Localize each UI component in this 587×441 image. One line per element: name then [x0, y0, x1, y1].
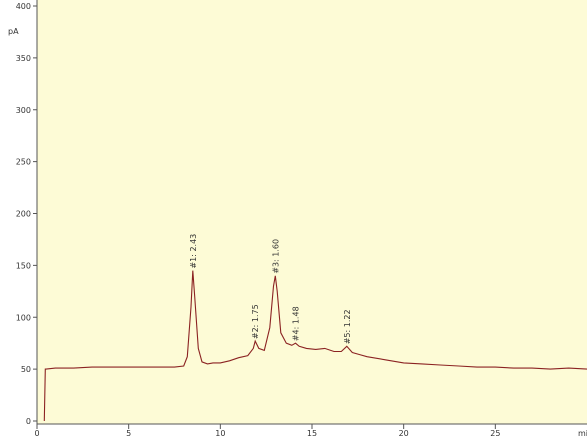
y-tick-label: 100 — [16, 313, 31, 322]
y-tick-label: 50 — [21, 365, 31, 374]
trace — [43, 270, 587, 422]
y-tick-label: 400 — [16, 2, 31, 11]
x-tick-label: 15 — [307, 429, 317, 438]
y-axis-label: pA — [8, 27, 19, 36]
x-tick-label: 5 — [126, 429, 131, 438]
y-tick-label: 350 — [16, 54, 31, 63]
y-tick-label: 250 — [16, 158, 31, 167]
peak-label: #3: 1.60 — [271, 239, 280, 274]
y-tick-label: 300 — [16, 106, 31, 115]
y-tick-label: 200 — [16, 210, 31, 219]
peak-label: #4: 1.48 — [292, 306, 301, 341]
x-tick-label: 25 — [490, 429, 500, 438]
plot-area — [37, 0, 587, 424]
peak-label: #2: 1.75 — [251, 304, 260, 339]
x-tick-label: 10 — [215, 429, 225, 438]
y-tick-label: 0 — [26, 417, 31, 426]
x-tick-label: 0 — [34, 429, 39, 438]
x-axis-label: mi — [578, 429, 587, 438]
x-tick-label: 20 — [399, 429, 409, 438]
peak-label: #1: 2.43 — [189, 234, 198, 269]
y-tick-label: 150 — [16, 261, 31, 270]
peak-label: #5: 1.22 — [343, 309, 352, 344]
